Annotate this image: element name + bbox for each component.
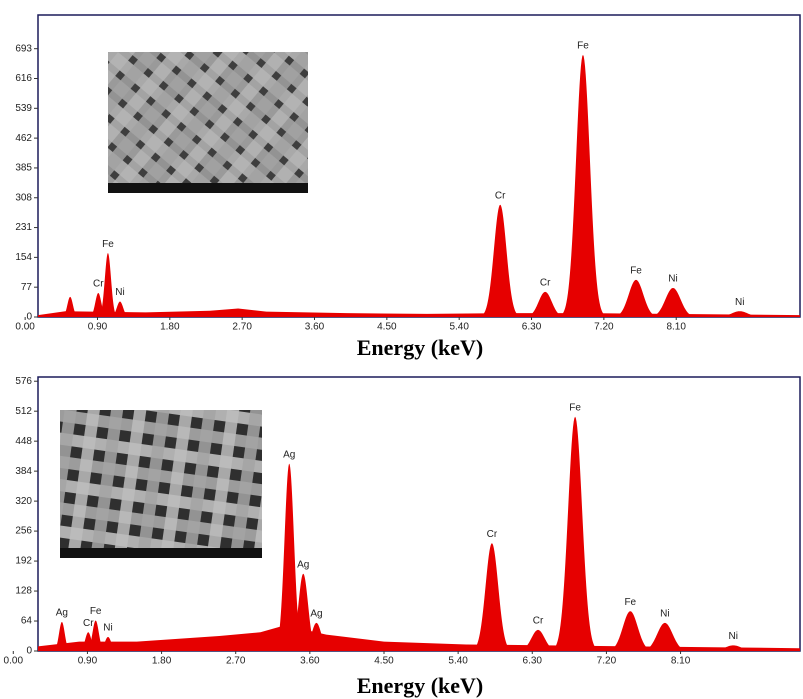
peak-label: Ag (56, 608, 68, 619)
x-tick-label: 2.70 (226, 656, 246, 667)
peak-label: Ag (297, 559, 309, 570)
x-tick-label: 3.60 (305, 322, 325, 333)
x-tick-label: 0.00 (4, 656, 24, 667)
x-tick-label: 0.00 (15, 322, 35, 333)
y-tick-label: 385 (15, 163, 32, 174)
y-tick-label: 512 (15, 406, 32, 417)
x-tick-label: 4.50 (374, 656, 394, 667)
x-axis-title: Energy (keV) (357, 673, 483, 698)
x-tick-label: 8.10 (671, 656, 691, 667)
x-tick-label: 3.60 (300, 656, 320, 667)
x-tick-label: 0.90 (78, 656, 98, 667)
x-tick-label: 6.30 (522, 322, 542, 333)
y-tick-label: 64 (21, 616, 33, 627)
peak-label: Cr (533, 616, 544, 627)
y-tick-label: 616 (15, 73, 32, 84)
x-tick-label: 0.90 (88, 322, 108, 333)
peak-label: Fe (90, 606, 102, 617)
x-axis-title: Energy (keV) (357, 335, 483, 360)
y-tick-label: 256 (15, 526, 32, 537)
sem-inset (108, 52, 308, 193)
peak-label: Ag (283, 449, 295, 460)
sem-image (60, 410, 262, 558)
peak-label: Ni (729, 631, 738, 642)
y-tick-label: 77 (21, 282, 33, 293)
peak-label: Ni (115, 287, 124, 298)
peak-label: Ni (668, 274, 677, 285)
x-tick-label: 2.70 (232, 322, 252, 333)
peak-label: Fe (102, 239, 114, 250)
peak-label: Cr (487, 529, 498, 540)
x-tick-label: 5.40 (448, 656, 468, 667)
x-tick-label: 5.40 (449, 322, 469, 333)
y-tick-label: 576 (15, 376, 32, 387)
peak-label: Cr (540, 277, 551, 288)
x-tick-label: 6.30 (523, 656, 543, 667)
x-tick-label: 1.80 (160, 322, 180, 333)
x-tick-label: 8.10 (666, 322, 686, 333)
peak-label: Cr (93, 279, 104, 290)
x-tick-label: 7.20 (594, 322, 614, 333)
y-tick-label: 448 (15, 436, 32, 447)
y-tick-label: 693 (15, 43, 32, 54)
peak-label: Ni (735, 297, 744, 308)
x-tick-label: 4.50 (377, 322, 397, 333)
sem-inset (60, 410, 262, 558)
peak-label: Ni (660, 609, 669, 620)
peak-label: Fe (569, 402, 581, 413)
peak-label: Cr (83, 618, 94, 629)
sem-info-bar (108, 183, 308, 193)
chart: CrFeNiCrCrFeFeNiNi0771542313083854625396… (0, 0, 803, 699)
peak-label: Ni (103, 623, 112, 634)
peak-label: Fe (624, 597, 636, 608)
sem-info-bar (60, 548, 262, 558)
peak-label: Fe (630, 265, 642, 276)
x-tick-label: 7.20 (597, 656, 617, 667)
y-tick-label: 320 (15, 496, 32, 507)
y-tick-label: 539 (15, 103, 32, 114)
sem-image (108, 52, 308, 193)
y-tick-label: 192 (15, 556, 32, 567)
peak-label: Fe (577, 41, 589, 52)
peak-label: Ag (310, 609, 322, 620)
y-tick-label: 384 (15, 466, 32, 477)
y-tick-label: 154 (15, 252, 32, 263)
y-tick-label: 462 (15, 133, 32, 144)
peak-label: Cr (495, 190, 506, 201)
y-tick-label: 0 (26, 646, 32, 657)
x-tick-label: 1.80 (152, 656, 172, 667)
y-tick-label: 128 (15, 586, 32, 597)
y-tick-label: 308 (15, 192, 32, 203)
y-tick-label: 231 (15, 222, 32, 233)
